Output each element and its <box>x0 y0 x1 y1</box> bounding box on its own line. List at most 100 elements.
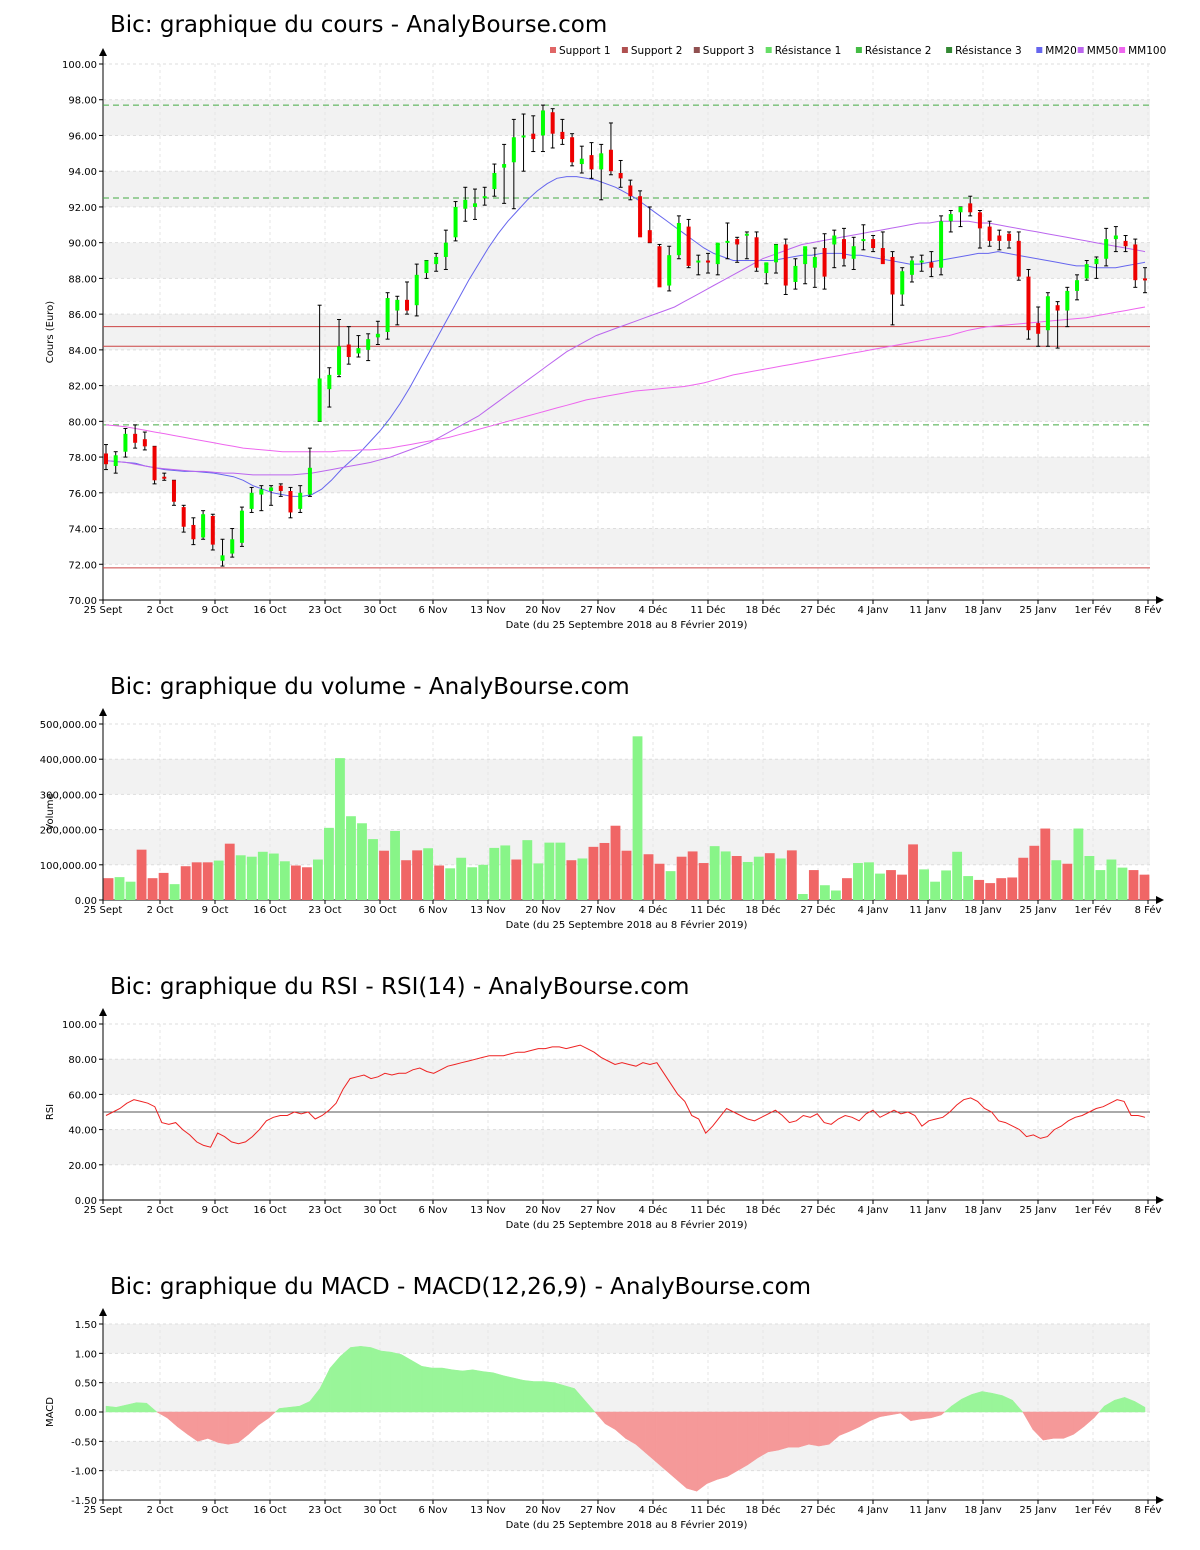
candle-body <box>298 492 303 509</box>
candle-body <box>492 172 497 190</box>
candle-body <box>424 260 429 274</box>
y-tick-label: -0.50 <box>71 1437 97 1448</box>
macd-area-negative <box>798 1411 810 1448</box>
y-tick-label: 200,000.00 <box>40 826 97 837</box>
x-tick-label: 20 Nov <box>525 1205 561 1216</box>
macd-area-positive <box>1134 1401 1146 1413</box>
macd-area-negative <box>166 1411 178 1428</box>
x-tick-label: 4 Déc <box>639 1204 668 1216</box>
volume-bar <box>368 839 378 900</box>
x-tick-label: 30 Oct <box>363 1205 396 1216</box>
macd-area-positive <box>462 1369 473 1413</box>
candle-body <box>201 514 206 538</box>
candle <box>201 510 206 540</box>
x-tick-label: 9 Oct <box>202 905 229 916</box>
y-tick-label: 0.50 <box>75 1379 97 1390</box>
x-tick-label: 25 Janv <box>1019 1205 1056 1216</box>
candle <box>948 210 953 233</box>
volume-bar <box>456 857 467 900</box>
macd-area-negative <box>238 1411 249 1444</box>
candle-body <box>540 110 545 136</box>
candle-body <box>570 137 575 163</box>
macd-area-positive <box>390 1351 402 1413</box>
candle-body <box>1007 233 1012 241</box>
candle-body <box>259 489 264 495</box>
candle <box>1075 274 1080 301</box>
candle-body <box>638 196 643 238</box>
x-tick-label: 27 Nov <box>580 905 616 916</box>
series-line-mm50 <box>105 220 1146 476</box>
candle-body <box>774 244 779 263</box>
candle-body <box>968 203 973 213</box>
candle <box>997 229 1002 251</box>
candle <box>152 445 157 485</box>
candle-body <box>589 155 594 170</box>
volume-bar <box>599 842 610 900</box>
candle-body <box>482 196 487 199</box>
macd-area-positive <box>492 1372 504 1413</box>
x-tick-label: 23 Oct <box>308 605 341 616</box>
candle <box>375 320 380 346</box>
volume-bar <box>808 870 819 900</box>
macd-area-positive <box>360 1346 372 1413</box>
legend-item: Résistance 1 <box>775 45 842 57</box>
x-tick-label: 25 Janv <box>1019 1505 1056 1516</box>
volume-bar <box>555 842 566 900</box>
candle <box>1113 226 1118 253</box>
candle-body <box>803 246 808 265</box>
candle <box>812 247 817 288</box>
macd-area-positive <box>553 1382 565 1413</box>
volume-bar <box>819 885 830 900</box>
volume-bar <box>1117 867 1128 900</box>
volume-bar <box>566 860 577 900</box>
macd-area-negative <box>248 1411 260 1435</box>
candle-body <box>1075 280 1080 291</box>
volume-bar <box>467 867 478 900</box>
volume-bar <box>1106 859 1117 900</box>
x-axis-arrow <box>1156 1196 1164 1204</box>
macd-area-positive <box>380 1350 392 1413</box>
volume-bar <box>1018 857 1029 900</box>
candle-body <box>871 239 876 249</box>
y-axis-arrow <box>99 48 107 56</box>
candle <box>871 235 876 253</box>
macd-area-negative <box>716 1411 728 1480</box>
candle-body <box>851 246 856 259</box>
volume-bar <box>665 871 676 900</box>
candle-body <box>997 235 1002 241</box>
x-tick-label: 25 Janv <box>1019 905 1056 916</box>
candle <box>1143 267 1147 294</box>
y-tick-label: 94.00 <box>68 167 97 178</box>
x-tick-label: 11 Déc <box>690 1204 725 1216</box>
legend-swatch <box>946 47 953 53</box>
macd-area-positive <box>421 1365 433 1413</box>
legend-swatch <box>550 47 556 53</box>
x-tick-label: 4 Déc <box>639 1504 668 1516</box>
candle-body <box>618 172 623 179</box>
x-tick-label: 13 Nov <box>470 1205 506 1216</box>
candle-body <box>764 262 769 274</box>
macd-area-negative <box>1053 1411 1064 1439</box>
candle-body <box>317 378 322 422</box>
candle <box>1104 227 1109 267</box>
volume-bar <box>180 866 191 900</box>
candle-body <box>1065 290 1070 311</box>
macd-area-negative <box>177 1411 188 1435</box>
candle <box>880 231 885 265</box>
legend-item: Support 1 <box>559 45 611 57</box>
macd-area-negative <box>941 1411 946 1416</box>
legend-item: MM100 <box>1128 45 1166 57</box>
volume-bar <box>698 863 709 900</box>
macd-area-negative <box>1042 1411 1054 1441</box>
candle <box>628 179 633 201</box>
candle-body <box>832 235 837 245</box>
x-tick-label: 18 Déc <box>745 604 780 616</box>
macd-area-negative <box>910 1411 922 1422</box>
macd-area-negative <box>737 1411 748 1472</box>
x-tick-label: 11 Déc <box>690 904 725 916</box>
macd-area-positive <box>452 1369 463 1413</box>
candle <box>939 215 944 276</box>
candle <box>327 367 332 408</box>
candle <box>900 267 905 306</box>
candle-body <box>443 242 448 257</box>
